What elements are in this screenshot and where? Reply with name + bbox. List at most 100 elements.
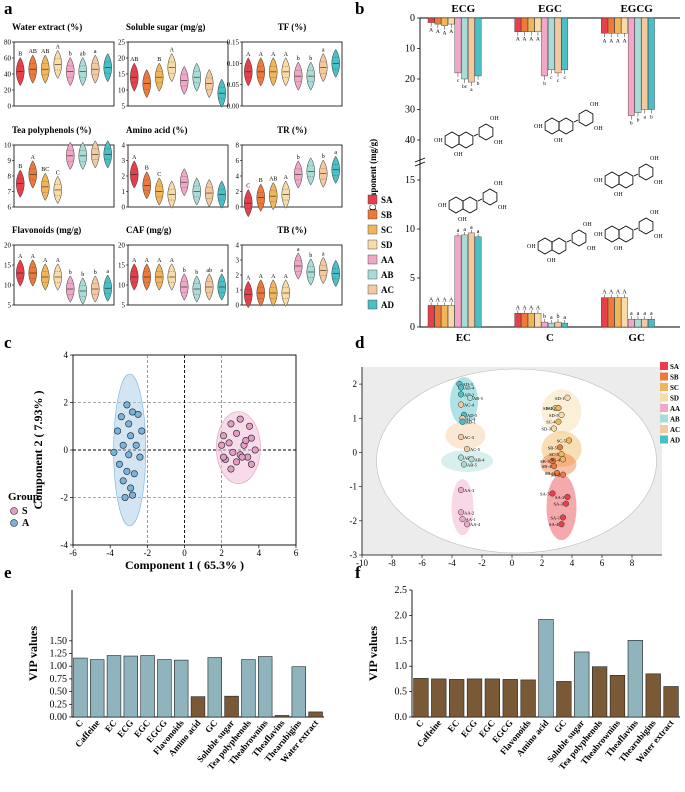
b-sig-letter: A (609, 38, 613, 44)
b-bar-GC-AC (641, 318, 649, 328)
e-xtick-label: ECG (115, 718, 135, 739)
ring (544, 117, 560, 135)
d-xtick-label: 0 (510, 558, 515, 568)
sig-letter: a (94, 49, 97, 55)
d-legend-swatch-SD (660, 393, 668, 402)
sig-letter: a (220, 268, 223, 274)
b-sig-letter: A (522, 305, 527, 311)
ring (618, 171, 634, 189)
ytick-label: 10 (4, 142, 12, 150)
f-bar-Theabrownins (609, 675, 626, 718)
d-legend-label-AA: AA (670, 405, 680, 413)
e-ytick-label: 1.50 (50, 636, 68, 647)
f-bar-EC (449, 679, 465, 718)
sig-letter: a (106, 269, 109, 275)
d-ellipse-SA (546, 474, 577, 541)
b-bar-GC-SB (607, 297, 615, 328)
d-legend-label-SC: SC (670, 384, 679, 392)
c-point-S (236, 415, 244, 423)
b-bar-ECG-AB (461, 17, 469, 80)
sig-letter: b (309, 253, 312, 259)
violin-title-4: Amino acid (%) (126, 125, 188, 135)
f-bar-Flavonoids (520, 679, 536, 718)
b-bar-GC-AB (634, 318, 642, 328)
d-legend-swatch-SA (660, 362, 668, 370)
d-point-label: SB-3 (540, 459, 550, 464)
b-bar-EGCG-SC (614, 17, 622, 34)
b-bar-GC-AA (627, 318, 635, 328)
d-xtick-label: 2 (540, 558, 545, 568)
d-point-AC (463, 445, 471, 453)
b-sig-letter: A (429, 297, 434, 303)
b-bar-EGC-SA (514, 17, 522, 32)
b-bar-GC-SA (601, 297, 608, 328)
oh-label: OH (490, 116, 499, 122)
b-sig-letter: a (637, 311, 640, 317)
sig-letter: A (145, 258, 150, 264)
ytick-label: 8 (8, 173, 12, 181)
d-point-AC (457, 401, 465, 408)
b-bar-EGC-AB (547, 17, 555, 71)
ytick-label: 0 (236, 302, 240, 310)
c-point-S (227, 420, 235, 428)
f-bar-Caffeine (431, 678, 447, 718)
c-point-A (119, 441, 127, 449)
violin-title-8: TB (%) (277, 225, 306, 235)
c-ytick-label: 4 (64, 350, 69, 360)
sig-letter: C (246, 183, 250, 189)
sig-letter: A (259, 274, 264, 280)
b-bar-ECG-SA (427, 17, 435, 23)
b-sig-letter: c (457, 78, 460, 84)
b-sig-letter: A (442, 297, 447, 303)
d-legend-swatch-AB (660, 414, 668, 423)
b-tick-label: 0 (410, 322, 415, 333)
d-xtick-label: 6 (600, 558, 605, 568)
b-bar-EGCG-SD (621, 17, 628, 34)
oh-label: OH (554, 138, 563, 144)
sig-letter: a (322, 251, 325, 257)
ring (604, 225, 620, 243)
e-xtick-label: C (73, 718, 85, 729)
b-bar-EC-AD (474, 236, 482, 328)
panel-label-b: b (355, 0, 364, 18)
b-sig-letter: b (557, 314, 560, 320)
b-bar-EGCG-AA (627, 17, 635, 116)
c-point-A (123, 467, 131, 475)
bond (633, 227, 639, 231)
sig-letter: B (18, 164, 22, 170)
d-point-label: AD-1 (466, 420, 476, 425)
ring (482, 188, 498, 206)
panel-label-f: f (355, 563, 361, 582)
d-ytick-label: 1 (353, 413, 358, 423)
bond (473, 133, 479, 137)
d-point-label: SA-2 (555, 495, 565, 500)
c-point-S (218, 441, 226, 449)
d-point-AB (460, 461, 468, 468)
b-bar-C-AD (561, 322, 569, 328)
ring (571, 229, 587, 247)
b-sig-letter: c (563, 75, 566, 81)
f-xtick-label: ECG (459, 718, 479, 739)
c-ylabel: Component 2 ( 7.93% ) (31, 390, 45, 509)
c-point-A (121, 493, 129, 501)
sig-letter: a (322, 48, 325, 54)
d-point-SC (559, 456, 567, 463)
d-point-SC (558, 451, 565, 458)
b-legend-label-AD: AD (381, 300, 394, 310)
ytick-label: 3 (122, 157, 126, 165)
oh-label: OH (527, 244, 536, 250)
b-bar-EC-AC (468, 232, 475, 328)
d-point-SA (562, 500, 570, 507)
sig-letter: b (297, 56, 300, 62)
ring (551, 237, 567, 255)
e-ytick-label: 1.00 (50, 661, 68, 672)
c-xtick-label: 6 (294, 548, 299, 558)
d-point-SC (555, 418, 562, 425)
b-group-EGC: EGC (538, 3, 562, 15)
d-point-AB (468, 456, 475, 463)
c-ellipse-A (113, 373, 146, 527)
d-ytick-label: 2 (353, 379, 358, 389)
sig-letter: A (246, 275, 251, 281)
sig-letter: A (284, 52, 289, 58)
